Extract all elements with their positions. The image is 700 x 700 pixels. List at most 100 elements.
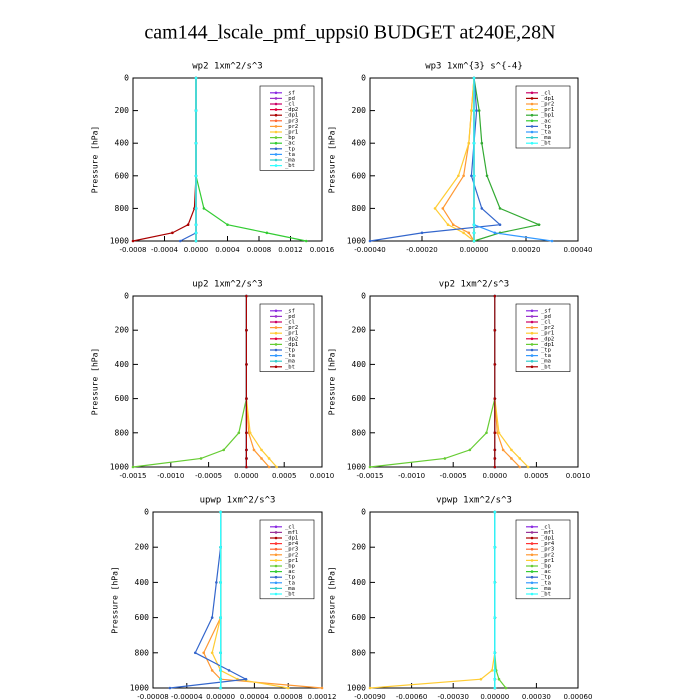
legend-marker xyxy=(530,348,534,352)
legend-marker xyxy=(530,119,534,123)
x-tick-label: 0.0012 xyxy=(278,246,303,254)
point-marker xyxy=(550,239,554,243)
point-marker xyxy=(485,431,488,435)
legend-marker xyxy=(274,315,278,318)
point-marker xyxy=(472,223,476,226)
y-tick-label: 200 xyxy=(352,543,367,552)
legend-marker xyxy=(530,559,534,562)
y-tick-label: 1000 xyxy=(110,463,129,472)
legend-marker xyxy=(274,102,278,106)
point-marker xyxy=(480,141,484,145)
series-line xyxy=(132,78,197,242)
legend-marker xyxy=(274,553,278,557)
y-axis-label: Pressure [hPa] xyxy=(328,126,337,193)
y-tick-label: 600 xyxy=(115,171,130,180)
point-marker xyxy=(462,174,465,178)
legend-label: _sf xyxy=(285,90,295,96)
point-marker xyxy=(245,431,248,435)
x-tick-label: 0.00012 xyxy=(308,693,337,700)
legend-box xyxy=(259,85,315,171)
point-marker xyxy=(245,457,248,460)
panel-title: wp3 1xm^{3} s^{-4} xyxy=(425,62,523,72)
legend-label: _bt xyxy=(285,592,295,598)
legend-marker xyxy=(530,575,534,579)
point-marker xyxy=(493,686,497,690)
point-marker xyxy=(470,109,473,112)
x-tick-label: 0.0004 xyxy=(215,246,240,254)
legend-marker xyxy=(274,97,278,100)
legend-marker xyxy=(274,531,278,534)
point-marker xyxy=(320,686,324,690)
legend-label: _ac xyxy=(285,569,295,575)
x-tick-label: -0.00090 xyxy=(354,693,385,700)
series-line xyxy=(369,512,496,689)
page-title: cam144_lscale_pmf_uppsi0 BUDGET at240E,2… xyxy=(144,22,555,44)
point-marker xyxy=(368,465,372,469)
x-tick-label: -0.0004 xyxy=(151,246,179,254)
x-tick-label: -0.0015 xyxy=(119,472,146,480)
y-tick-label: 0 xyxy=(361,74,366,83)
legend-marker xyxy=(530,359,534,363)
point-marker xyxy=(462,231,465,235)
y-tick-label: 800 xyxy=(352,204,367,213)
plot-frame xyxy=(132,295,323,468)
y-axis-label: Pressure [hPa] xyxy=(91,126,100,193)
point-marker xyxy=(472,109,476,112)
point-marker xyxy=(260,448,263,452)
legend-marker xyxy=(274,136,278,139)
legend-label: _pr1 xyxy=(285,558,298,564)
point-marker xyxy=(490,669,494,672)
y-tick-label: 1000 xyxy=(110,237,129,246)
x-tick-label: 0.00000 xyxy=(460,246,489,254)
legend-marker xyxy=(274,130,278,134)
legend-label: _dp1 xyxy=(541,96,554,102)
x-tick-label: 0.0005 xyxy=(272,472,297,480)
legend-label: _ma xyxy=(541,359,551,365)
legend-marker xyxy=(530,587,534,590)
legend-marker xyxy=(274,592,278,596)
legend-label: _mfl xyxy=(541,530,554,536)
y-tick-label: 1000 xyxy=(347,237,366,246)
legend-marker xyxy=(530,108,534,111)
y-tick-label: 400 xyxy=(352,139,367,148)
point-marker xyxy=(472,174,476,178)
x-tick-label: 0.0010 xyxy=(310,472,335,480)
point-marker xyxy=(194,207,198,210)
legend-label: _ac xyxy=(285,141,295,147)
legend-marker xyxy=(530,343,534,346)
y-tick-label: 800 xyxy=(352,428,367,437)
point-marker xyxy=(493,616,497,619)
point-marker xyxy=(501,448,505,452)
y-axis-label: Pressure [hPa] xyxy=(91,348,100,415)
legend-marker xyxy=(530,365,534,369)
legend-marker xyxy=(274,359,278,363)
legend-marker xyxy=(274,587,278,590)
legend-marker xyxy=(530,130,534,134)
point-marker xyxy=(475,109,478,112)
x-tick-label: 0.00000 xyxy=(206,693,235,700)
legend-marker xyxy=(530,141,534,145)
y-tick-label: 0 xyxy=(361,508,366,517)
point-marker xyxy=(472,76,476,80)
legend-label: _sf xyxy=(285,308,295,314)
legend-marker xyxy=(530,91,534,95)
point-marker xyxy=(498,207,502,210)
legend-label: _ta xyxy=(541,130,551,136)
legend-marker xyxy=(530,136,534,139)
point-marker xyxy=(267,465,271,469)
x-tick-label: -0.00004 xyxy=(171,693,203,700)
point-marker xyxy=(493,581,497,584)
legend-label: _pr3 xyxy=(541,547,554,553)
point-marker xyxy=(245,465,248,469)
point-marker xyxy=(493,363,497,366)
legend-label: _pr1 xyxy=(285,130,298,136)
point-marker xyxy=(518,465,522,469)
legend-label: _ma xyxy=(285,586,295,592)
x-tick-label: 0.0010 xyxy=(566,472,591,480)
point-marker xyxy=(457,174,460,178)
y-axis-label: Pressure [hPa] xyxy=(111,566,120,633)
plot-frame xyxy=(369,511,579,689)
point-marker xyxy=(219,651,222,655)
y-axis-label: Pressure [hPa] xyxy=(328,348,337,415)
legend-label: _ta xyxy=(541,580,551,586)
